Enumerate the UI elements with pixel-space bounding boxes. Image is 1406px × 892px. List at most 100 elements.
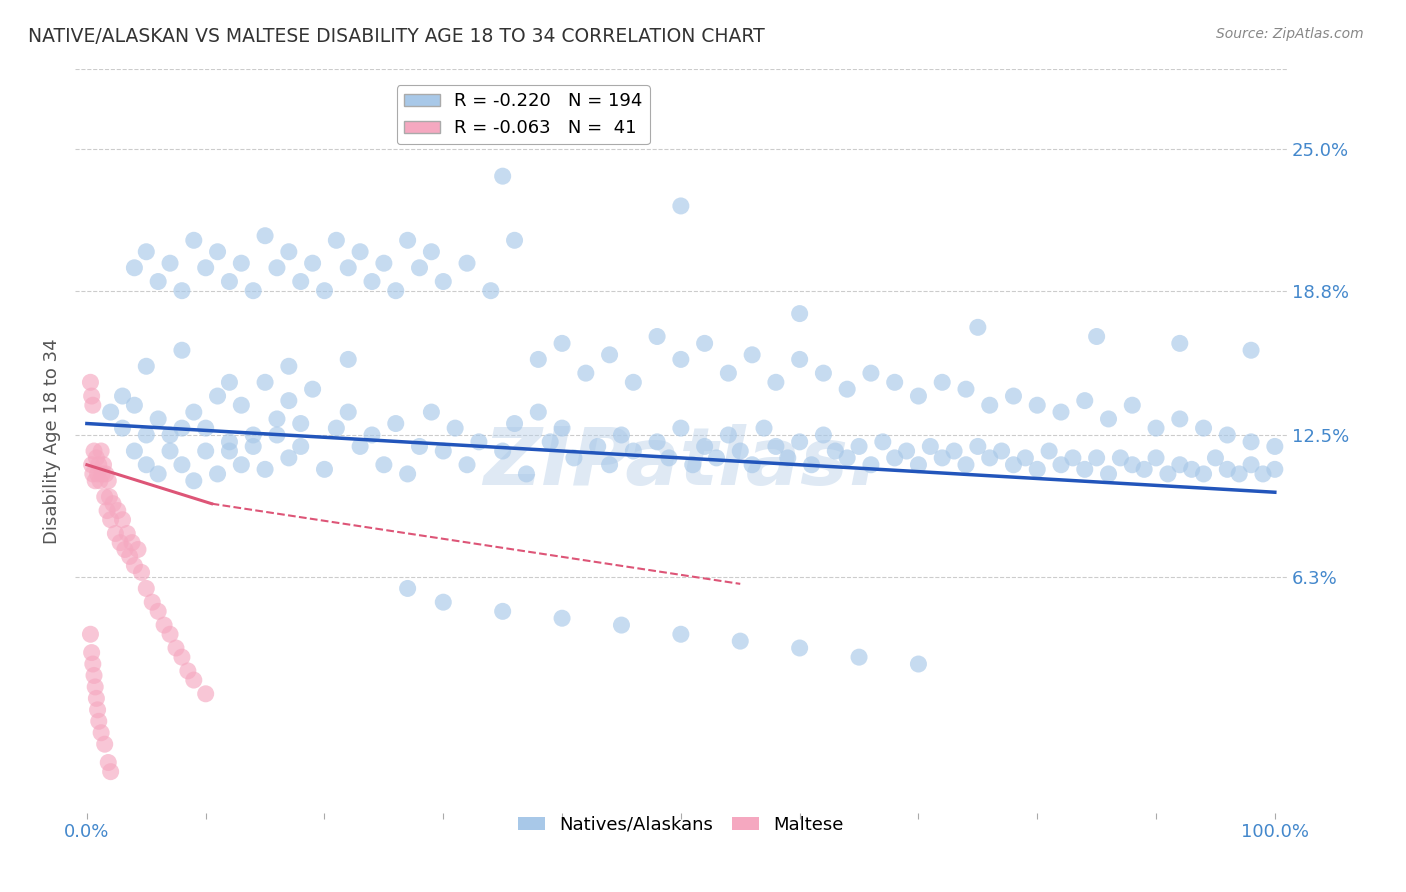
Point [456, 256, 478, 270]
Point [361, 275, 384, 289]
Point [741, 458, 763, 472]
Y-axis label: Disability Age 18 to 34: Disability Age 18 to 34 [44, 338, 60, 543]
Point [682, 458, 704, 472]
Point [551, 611, 574, 625]
Point [966, 439, 988, 453]
Point [80, 646, 103, 660]
Point [669, 199, 692, 213]
Point [610, 428, 633, 442]
Point [242, 284, 264, 298]
Point [183, 673, 205, 687]
Point [111, 513, 134, 527]
Point [432, 444, 454, 458]
Point [86, 467, 108, 481]
Point [1264, 439, 1286, 453]
Point [503, 417, 526, 431]
Point [218, 275, 240, 289]
Point [384, 417, 406, 431]
Point [859, 458, 882, 472]
Text: ZIPatlas.: ZIPatlas. [484, 424, 879, 502]
Point [117, 526, 139, 541]
Point [314, 284, 336, 298]
Point [813, 366, 835, 380]
Point [1014, 450, 1036, 465]
Point [717, 428, 740, 442]
Point [146, 275, 169, 289]
Point [80, 458, 103, 472]
Point [420, 244, 443, 259]
Point [183, 474, 205, 488]
Point [990, 444, 1012, 458]
Point [218, 444, 240, 458]
Point [456, 458, 478, 472]
Point [824, 444, 846, 458]
Point [693, 336, 716, 351]
Point [1050, 458, 1073, 472]
Point [231, 256, 253, 270]
Point [586, 439, 609, 453]
Point [621, 376, 644, 390]
Point [789, 352, 811, 367]
Point [789, 640, 811, 655]
Point [325, 421, 347, 435]
Point [93, 490, 115, 504]
Point [165, 640, 187, 655]
Point [1002, 458, 1025, 472]
Point [943, 444, 966, 458]
Point [837, 382, 859, 396]
Point [1085, 450, 1108, 465]
Point [562, 450, 585, 465]
Point [242, 439, 264, 453]
Point [396, 582, 419, 596]
Point [100, 764, 122, 779]
Point [955, 458, 977, 472]
Point [1157, 467, 1180, 481]
Point [194, 444, 217, 458]
Point [314, 462, 336, 476]
Point [872, 434, 894, 449]
Point [87, 714, 110, 729]
Point [396, 467, 419, 481]
Point [100, 405, 122, 419]
Point [82, 398, 104, 412]
Point [1026, 398, 1049, 412]
Point [242, 428, 264, 442]
Point [492, 169, 515, 183]
Point [231, 398, 253, 412]
Point [146, 467, 169, 481]
Point [621, 444, 644, 458]
Point [1144, 421, 1167, 435]
Point [1144, 450, 1167, 465]
Point [813, 428, 835, 442]
Point [408, 260, 430, 275]
Point [194, 421, 217, 435]
Point [170, 421, 193, 435]
Point [468, 434, 491, 449]
Point [159, 256, 181, 270]
Point [1204, 450, 1226, 465]
Point [859, 366, 882, 380]
Point [1121, 458, 1143, 472]
Point [1133, 462, 1156, 476]
Point [907, 458, 929, 472]
Point [1216, 462, 1239, 476]
Point [107, 503, 129, 517]
Point [408, 439, 430, 453]
Point [159, 428, 181, 442]
Point [1097, 467, 1119, 481]
Point [396, 233, 419, 247]
Point [86, 691, 108, 706]
Point [153, 618, 176, 632]
Point [290, 417, 312, 431]
Point [492, 604, 515, 618]
Point [669, 627, 692, 641]
Point [254, 376, 277, 390]
Point [955, 382, 977, 396]
Point [373, 256, 395, 270]
Point [84, 474, 107, 488]
Point [83, 668, 105, 682]
Point [883, 376, 905, 390]
Point [183, 405, 205, 419]
Point [170, 650, 193, 665]
Point [599, 348, 621, 362]
